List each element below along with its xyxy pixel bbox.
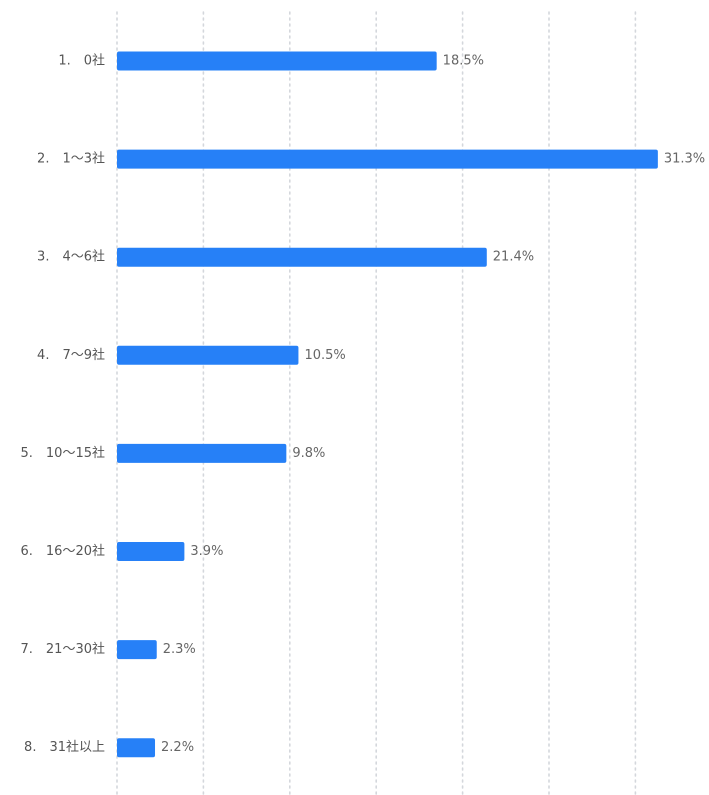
value-label: 18.5% (443, 54, 484, 69)
category-label: 8. 31社以上 (24, 739, 105, 755)
bar-layer (117, 51, 658, 758)
category-label: 6. 16〜20社 (21, 543, 106, 559)
label-layer: 1. 0社 18.5% 2. 1〜3社 31.3% 3. 4〜6社 21.4% 4. 7〜9… (21, 53, 706, 756)
bar (117, 443, 287, 463)
category-label: 7. 21〜30社 (21, 641, 106, 657)
value-label: 21.4% (493, 250, 534, 265)
bar (117, 542, 185, 561)
value-label: 10.5% (304, 348, 345, 363)
bar (117, 738, 156, 758)
category-label: 2. 1〜3社 (37, 151, 105, 167)
category-label: 4. 7〜9社 (37, 347, 105, 363)
value-label: 31.3% (664, 152, 705, 167)
bar (117, 51, 437, 71)
bar (117, 149, 658, 169)
value-label: 3.9% (190, 544, 223, 559)
bar (117, 640, 157, 660)
value-label: 9.8% (292, 446, 325, 461)
grid-layer (116, 11, 637, 795)
category-label: 1. 0社 (58, 53, 105, 69)
value-label: 2.2% (161, 740, 194, 755)
bar (117, 345, 299, 365)
value-label: 2.3% (163, 642, 196, 657)
category-label: 5. 10〜15社 (21, 445, 106, 461)
category-label: 3. 4〜6社 (37, 249, 105, 265)
bar (117, 247, 487, 267)
